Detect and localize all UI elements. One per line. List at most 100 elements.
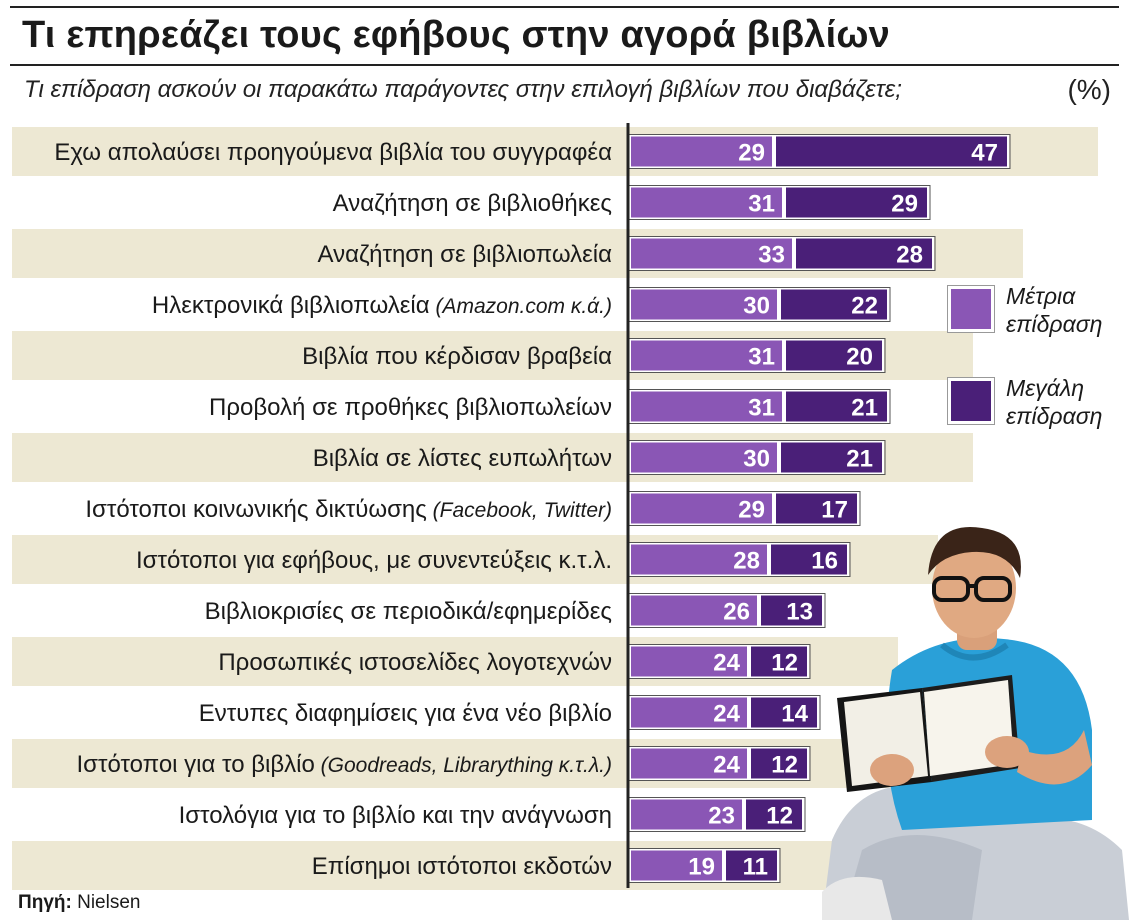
category-label-main: Επίσημοι ιστότοποι εκδοτών bbox=[312, 853, 612, 880]
value-label-strong: 21 bbox=[846, 446, 873, 473]
value-label-strong: 20 bbox=[846, 344, 873, 371]
value-label-strong: 28 bbox=[896, 242, 923, 269]
bar-strong bbox=[759, 593, 824, 628]
category-label-main: Βιβλία σε λίστες ευπωλήτων bbox=[313, 445, 612, 472]
bar-moderate bbox=[629, 134, 774, 169]
bar-moderate bbox=[629, 440, 779, 475]
bar-moderate bbox=[629, 542, 769, 577]
bar-moderate bbox=[629, 593, 759, 628]
category-label: Βιβλία σε λίστες ευπωλήτων bbox=[313, 445, 612, 472]
category-label: Ιστολόγια για το βιβλίο και την ανάγνωση bbox=[179, 802, 612, 829]
source-note: Πηγή: Nielsen bbox=[18, 892, 140, 914]
bar-strong bbox=[784, 389, 889, 424]
bar-strong bbox=[784, 338, 884, 373]
bar-moderate bbox=[629, 389, 784, 424]
value-label-moderate: 31 bbox=[748, 395, 775, 422]
bar-strong bbox=[749, 746, 809, 781]
bar-strong bbox=[749, 695, 819, 730]
category-label: Ιστότοποι για εφήβους, με συνεντεύξεις κ… bbox=[136, 547, 612, 574]
value-label-strong: 14 bbox=[781, 701, 808, 728]
bar-moderate bbox=[629, 695, 749, 730]
value-label-moderate: 24 bbox=[713, 650, 740, 677]
category-label-main: Βιβλιοκρισίες σε περιοδικά/εφημερίδες bbox=[205, 598, 612, 625]
legend-item-moderate: Μέτρια επίδραση bbox=[947, 283, 1123, 346]
bar-strong bbox=[769, 542, 849, 577]
teen-reading-book-photo bbox=[822, 526, 1129, 920]
value-label-strong: 22 bbox=[851, 293, 878, 320]
source-text: Nielsen bbox=[77, 892, 141, 913]
category-label-main: Αναζήτηση σε βιβλιοπωλεία bbox=[318, 241, 613, 268]
category-label-main: Βιβλία που κέρδισαν βραβεία bbox=[302, 343, 612, 370]
category-label-main: Προβολή σε προθήκες βιβλιοπωλείων bbox=[209, 394, 612, 421]
value-label-moderate: 19 bbox=[688, 854, 715, 881]
bar-moderate bbox=[629, 491, 774, 526]
bar-moderate bbox=[629, 338, 784, 373]
value-label-moderate: 31 bbox=[748, 344, 775, 371]
value-label-moderate: 24 bbox=[713, 752, 740, 779]
value-label-strong: 29 bbox=[891, 191, 918, 218]
value-label-strong: 47 bbox=[971, 140, 998, 167]
value-label-strong: 12 bbox=[771, 650, 798, 677]
value-label-moderate: 29 bbox=[738, 140, 765, 167]
bar-moderate bbox=[629, 236, 794, 271]
category-label-main: Προσωπικές ιστοσελίδες λογοτεχνών bbox=[218, 649, 612, 676]
bar-strong bbox=[724, 848, 779, 883]
unit-label: (%) bbox=[1067, 74, 1111, 105]
value-label-moderate: 28 bbox=[733, 548, 760, 575]
bar-strong bbox=[774, 134, 1009, 169]
category-label: Αναζήτηση σε βιβλιοπωλεία bbox=[318, 241, 613, 268]
category-label: Εχω απολαύσει προηγούμενα βιβλία του συγ… bbox=[54, 139, 612, 166]
category-label-main: Ηλεκτρονικά βιβλιοπωλεία bbox=[152, 292, 430, 319]
bar-moderate bbox=[629, 644, 749, 679]
bar-moderate bbox=[629, 797, 744, 832]
value-label-strong: 12 bbox=[766, 803, 793, 830]
category-label: Ιστότοποι για το βιβλίο (Goodreads, Libr… bbox=[77, 751, 613, 778]
category-label: Βιβλιοκρισίες σε περιοδικά/εφημερίδες bbox=[205, 598, 612, 625]
bar-moderate bbox=[629, 848, 724, 883]
category-label: Εντυπες διαφημίσεις για ένα νέο βιβλίο bbox=[199, 700, 612, 727]
category-label: Αναζήτηση σε βιβλιοθήκες bbox=[333, 190, 612, 217]
category-label: Βιβλία που κέρδισαν βραβεία bbox=[302, 343, 612, 370]
category-label: Προσωπικές ιστοσελίδες λογοτεχνών bbox=[218, 649, 612, 676]
value-label-strong: 11 bbox=[743, 854, 768, 881]
value-label-moderate: 23 bbox=[708, 803, 735, 830]
value-label-strong: 21 bbox=[851, 395, 878, 422]
top-rule bbox=[10, 6, 1119, 8]
category-label-paren: (Facebook, Twitter) bbox=[427, 499, 612, 522]
value-label-moderate: 30 bbox=[743, 446, 770, 473]
bar-moderate bbox=[629, 287, 779, 322]
source-label: Πηγή: bbox=[18, 892, 72, 913]
legend-item-strong: Μεγάλη επίδραση bbox=[947, 375, 1123, 438]
value-label-strong: 13 bbox=[786, 599, 813, 626]
subtitle-rule bbox=[10, 64, 1119, 66]
value-label-moderate: 31 bbox=[748, 191, 775, 218]
value-label-moderate: 33 bbox=[758, 242, 785, 269]
category-label: Ηλεκτρονικά βιβλιοπωλεία (Amazon.com κ.ά… bbox=[152, 292, 612, 319]
value-label-moderate: 30 bbox=[743, 293, 770, 320]
legend-label-strong: Μεγάλη επίδραση bbox=[1006, 375, 1103, 429]
value-label-moderate: 29 bbox=[738, 497, 765, 524]
bar-moderate bbox=[629, 185, 784, 220]
category-label-main: Εχω απολαύσει προηγούμενα βιβλία του συγ… bbox=[54, 139, 612, 166]
value-label-strong: 12 bbox=[771, 752, 798, 779]
chart-title: Τι επηρεάζει τους εφήβους στην αγορά βιβ… bbox=[22, 14, 891, 56]
value-label-moderate: 24 bbox=[713, 701, 740, 728]
category-label-main: Εντυπες διαφημίσεις για ένα νέο βιβλίο bbox=[199, 700, 612, 727]
chart-subtitle: Τι επίδραση ασκούν οι παρακάτω παράγοντε… bbox=[24, 76, 902, 103]
legend-label-moderate: Μέτρια επίδραση bbox=[1006, 283, 1103, 337]
legend-swatch-strong bbox=[947, 377, 995, 425]
bar-strong bbox=[749, 644, 809, 679]
value-label-strong: 17 bbox=[821, 497, 848, 524]
category-label-main: Ιστότοποι για εφήβους, με συνεντεύξεις κ… bbox=[136, 547, 612, 574]
category-label-main: Ιστότοποι για το βιβλίο bbox=[77, 751, 315, 778]
value-label-strong: 16 bbox=[811, 548, 838, 575]
value-label-moderate: 26 bbox=[723, 599, 750, 626]
category-label-main: Ιστότοποι κοινωνικής δικτύωσης bbox=[85, 496, 426, 523]
bar-strong bbox=[779, 287, 889, 322]
bar-moderate bbox=[629, 746, 749, 781]
category-label: Επίσημοι ιστότοποι εκδοτών bbox=[312, 853, 612, 880]
category-label-paren: (Amazon.com κ.ά.) bbox=[430, 295, 612, 318]
bar-strong bbox=[774, 491, 859, 526]
bar-strong bbox=[744, 797, 804, 832]
